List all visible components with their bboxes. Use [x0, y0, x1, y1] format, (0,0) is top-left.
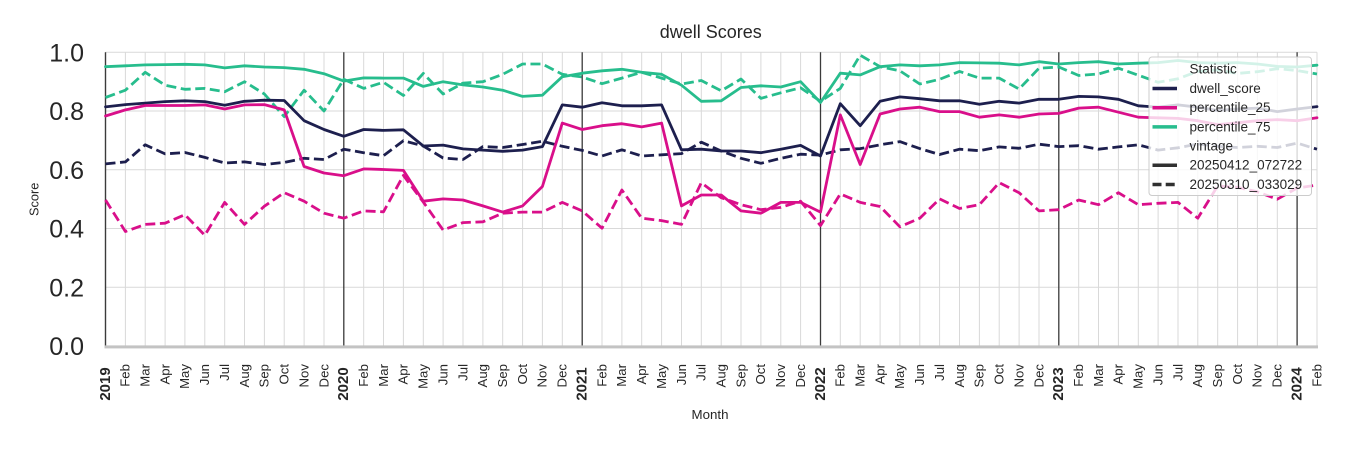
svg-text:Jun: Jun [197, 364, 212, 385]
svg-text:Sep: Sep [972, 364, 987, 387]
svg-text:Apr: Apr [634, 363, 649, 384]
svg-text:Jul: Jul [217, 364, 232, 381]
svg-text:May: May [892, 364, 907, 389]
svg-text:vintage: vintage [1190, 139, 1234, 154]
svg-text:Oct: Oct [515, 364, 530, 385]
svg-text:20250310_033029: 20250310_033029 [1190, 177, 1303, 192]
svg-text:percentile_25: percentile_25 [1190, 100, 1271, 115]
svg-text:May: May [416, 364, 431, 389]
svg-text:2019: 2019 [97, 367, 114, 400]
svg-text:percentile_75: percentile_75 [1190, 119, 1271, 134]
svg-text:1.0: 1.0 [49, 39, 84, 67]
svg-text:dwell_score: dwell_score [1190, 81, 1261, 96]
svg-text:Oct: Oct [1230, 364, 1245, 385]
svg-text:Feb: Feb [118, 364, 133, 387]
svg-text:Dec: Dec [555, 364, 570, 388]
svg-text:Mar: Mar [138, 363, 153, 386]
svg-text:Dec: Dec [793, 364, 808, 388]
svg-text:Nov: Nov [535, 364, 550, 388]
svg-text:May: May [654, 364, 669, 389]
svg-text:Feb: Feb [594, 364, 609, 387]
svg-text:Jul: Jul [694, 364, 709, 381]
svg-text:Sep: Sep [1210, 364, 1225, 387]
svg-text:Feb: Feb [833, 364, 848, 387]
svg-text:Nov: Nov [296, 364, 311, 388]
svg-text:Mar: Mar [1091, 363, 1106, 386]
svg-text:Aug: Aug [237, 364, 252, 387]
svg-text:Mar: Mar [376, 363, 391, 386]
svg-text:Feb: Feb [356, 364, 371, 387]
svg-text:Oct: Oct [277, 364, 292, 385]
svg-text:Jul: Jul [455, 364, 470, 381]
svg-text:Apr: Apr [872, 363, 887, 384]
svg-text:Dec: Dec [1031, 364, 1046, 388]
svg-text:2024: 2024 [1288, 367, 1305, 401]
svg-text:Score: Score [26, 183, 41, 216]
svg-text:Jun: Jun [674, 364, 689, 385]
svg-text:Aug: Aug [952, 364, 967, 387]
svg-text:Mar: Mar [614, 363, 629, 386]
svg-text:Aug: Aug [1190, 364, 1205, 387]
svg-text:Feb: Feb [1071, 364, 1086, 387]
svg-text:Jun: Jun [912, 364, 927, 385]
svg-text:Nov: Nov [1011, 364, 1026, 388]
svg-text:Apr: Apr [396, 363, 411, 384]
svg-text:Dec: Dec [1270, 364, 1285, 388]
svg-text:dwell Scores: dwell Scores [660, 22, 762, 42]
svg-text:Sep: Sep [733, 364, 748, 387]
svg-text:2023: 2023 [1050, 367, 1067, 400]
svg-text:Apr: Apr [1111, 363, 1126, 384]
svg-text:Jul: Jul [932, 364, 947, 381]
svg-text:Jun: Jun [435, 364, 450, 385]
svg-text:Nov: Nov [1250, 364, 1265, 388]
svg-text:Jul: Jul [1170, 364, 1185, 381]
svg-text:2022: 2022 [812, 367, 829, 400]
svg-text:0.8: 0.8 [49, 98, 84, 126]
svg-text:Month: Month [692, 407, 729, 422]
svg-text:Nov: Nov [773, 364, 788, 388]
svg-text:May: May [177, 364, 192, 389]
svg-text:Jun: Jun [1150, 364, 1165, 385]
svg-text:May: May [1131, 364, 1146, 389]
svg-text:Aug: Aug [475, 364, 490, 387]
svg-text:0.2: 0.2 [49, 274, 84, 302]
svg-text:Apr: Apr [157, 363, 172, 384]
svg-text:Sep: Sep [495, 364, 510, 387]
svg-text:Statistic: Statistic [1190, 62, 1238, 77]
svg-text:20250412_072722: 20250412_072722 [1190, 158, 1303, 173]
svg-text:0.6: 0.6 [49, 157, 84, 185]
svg-text:0.4: 0.4 [49, 216, 84, 244]
svg-text:Aug: Aug [714, 364, 729, 387]
svg-text:Feb: Feb [1309, 364, 1324, 387]
svg-text:Mar: Mar [853, 363, 868, 386]
svg-text:0.0: 0.0 [49, 333, 84, 361]
svg-text:Oct: Oct [753, 364, 768, 385]
svg-text:Sep: Sep [257, 364, 272, 387]
svg-text:Oct: Oct [992, 364, 1007, 385]
svg-text:2020: 2020 [335, 367, 352, 400]
svg-text:Dec: Dec [316, 364, 331, 388]
svg-text:2021: 2021 [574, 367, 591, 400]
